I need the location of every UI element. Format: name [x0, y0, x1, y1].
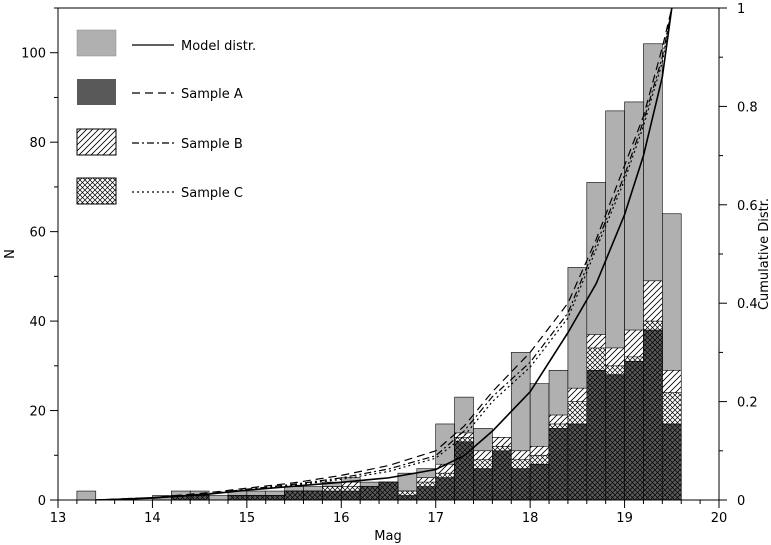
bar-sample-a — [529, 463, 550, 501]
x-tick-label: 13 — [50, 511, 67, 526]
x-tick-label: 15 — [239, 511, 256, 526]
bar-sample-a — [227, 495, 248, 501]
x-tick-label: 18 — [522, 511, 539, 526]
cumulative-curves-layer — [95, 8, 673, 500]
y2-tick-label: 0.6 — [737, 199, 758, 214]
bar-sample-a — [662, 423, 682, 501]
cumulative-line-model — [95, 8, 673, 500]
bar-sample-a — [303, 490, 323, 501]
cumulative-line-sample-c — [95, 8, 673, 500]
bar-sample-a — [340, 490, 361, 501]
bar-sample-a — [586, 369, 606, 501]
legend: Model distr. Sample A Sample B Sample C — [76, 29, 256, 205]
bar-sample-a — [265, 495, 285, 501]
x-tick-label: 14 — [144, 511, 161, 526]
legend-swatch-sample-a — [77, 79, 116, 105]
y-axis-ticks: 0 20 40 60 80 100 — [21, 7, 58, 509]
legend-swatch-sample-c — [76, 177, 117, 205]
x-tick-label: 19 — [616, 511, 633, 526]
y2-tick-label: 0.2 — [737, 396, 758, 411]
bar-sample-a — [473, 468, 493, 501]
bar-sample-a — [492, 450, 512, 501]
legend-label-sample-b: Sample B — [181, 137, 243, 152]
x-tick-label: 16 — [333, 511, 350, 526]
bar-sample-a — [605, 374, 625, 501]
legend-label-sample-c: Sample C — [181, 186, 243, 201]
y2-tick-label: 1 — [737, 2, 745, 17]
y-tick-label: 60 — [29, 226, 46, 241]
y2-tick-label: 0 — [737, 494, 745, 509]
legend-swatch-sample-b — [76, 128, 117, 156]
bar-sample-a — [567, 423, 588, 501]
y-tick-label: 0 — [38, 494, 46, 509]
x-axis-ticks: 13 14 15 16 17 18 19 20 — [50, 500, 728, 526]
bar-sample-a — [624, 361, 644, 501]
y-tick-label: 80 — [29, 136, 46, 151]
x-axis-title: Mag — [374, 529, 401, 544]
bar-sample-a — [510, 468, 531, 501]
bar-model — [208, 495, 229, 501]
bars-layer — [76, 43, 682, 501]
y-tick-label: 40 — [29, 315, 46, 330]
x-tick-label: 17 — [427, 511, 444, 526]
legend-swatch-model — [76, 29, 117, 57]
bar-model — [76, 490, 97, 501]
legend-label-sample-a: Sample A — [181, 87, 243, 102]
bar-sample-a — [435, 477, 455, 501]
y2-tick-label: 0.4 — [737, 297, 758, 312]
bar-sample-a — [416, 486, 437, 501]
cumulative-line-sample-b — [95, 8, 673, 500]
bar-sample-a — [397, 495, 418, 501]
bar-sample-a — [284, 490, 304, 501]
bar-sample-a — [189, 495, 210, 501]
bar-sample-a — [322, 490, 342, 501]
y2-tick-label: 0.8 — [737, 100, 758, 115]
bar-sample-a — [246, 495, 267, 501]
y-tick-label: 100 — [21, 47, 46, 62]
y-tick-label: 20 — [29, 405, 46, 420]
bar-sample-a — [378, 481, 399, 501]
bar-sample-a — [548, 428, 569, 501]
y2-axis-ticks: 0 0.2 0.4 0.6 0.8 1 — [719, 2, 758, 509]
bar-sample-a — [359, 486, 380, 501]
x-tick-label: 20 — [711, 511, 728, 526]
y2-axis-title: Cumulative Distr. — [757, 198, 771, 310]
bar-sample-a — [643, 329, 663, 501]
legend-label-model: Model distr. — [181, 39, 256, 54]
cumulative-line-sample-a — [95, 8, 673, 500]
y-axis-title: N — [3, 249, 18, 259]
